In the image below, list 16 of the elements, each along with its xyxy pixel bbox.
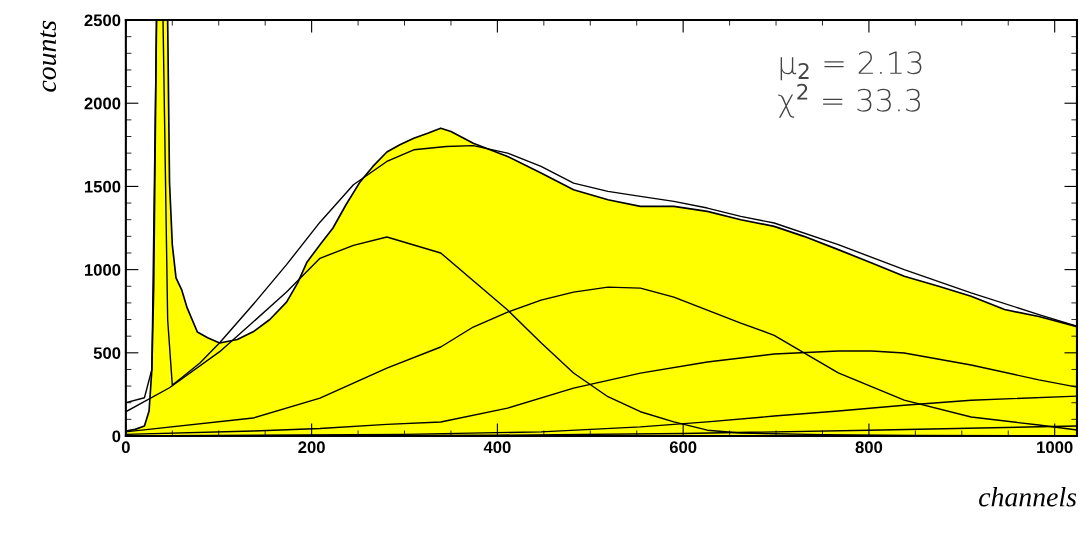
x-tick-label: 1000 [1037, 441, 1073, 454]
x-tick-label: 200 [298, 441, 325, 454]
x-axis-title: channels [979, 486, 1077, 507]
y-tick-label: 500 [93, 347, 121, 360]
y-tick-label: 1500 [84, 180, 121, 193]
annotation: χ$^{2}$ = 33.3 [778, 83, 921, 118]
y-tick-label: 0 [112, 430, 121, 443]
x-tick-label: 0 [121, 441, 130, 454]
y-tick-label: 2000 [84, 97, 121, 110]
y-tick-label: 2500 [84, 14, 121, 27]
x-tick-label: 600 [669, 441, 697, 454]
y-tick-label: 1000 [84, 264, 121, 276]
x-tick-label: 400 [483, 441, 511, 454]
y-axis-title: counts [40, 20, 57, 92]
x-tick-label: 800 [855, 441, 883, 454]
annotation: μ$_{2}$ = 2.13 [780, 51, 922, 81]
